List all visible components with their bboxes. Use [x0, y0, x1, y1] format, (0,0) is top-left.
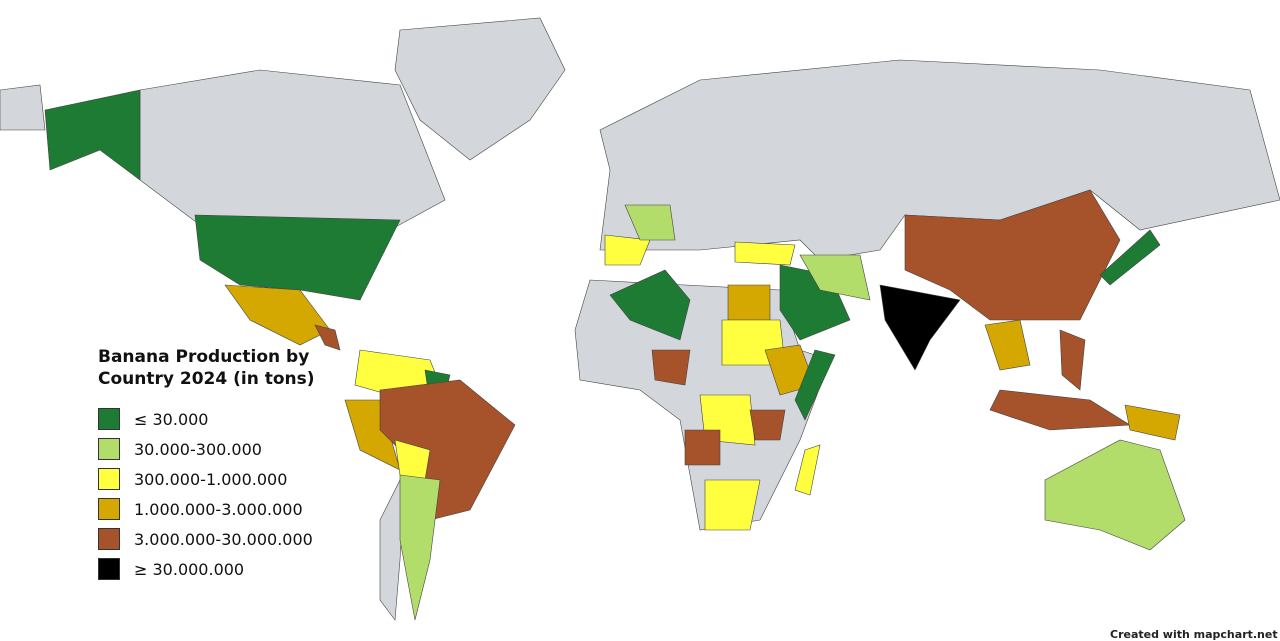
legend-items: ≤ 30.000 30.000-300.000 300.000-1.000.000 1… — [98, 404, 348, 584]
legend-swatch — [98, 498, 120, 520]
country-shapes — [44, 89, 1186, 621]
legend-label: 300.000-1.000.000 — [134, 469, 288, 489]
credit: Created with mapchart.net — [1110, 628, 1278, 641]
legend-swatch — [98, 438, 120, 460]
legend-item: ≤ 30.000 — [98, 404, 348, 434]
legend-item: 1.000.000-3.000.000 — [98, 494, 348, 524]
legend-swatch — [98, 558, 120, 580]
legend: Banana Production by Country 2024 (in to… — [98, 346, 348, 584]
legend-label: ≥ 30.000.000 — [134, 559, 245, 579]
legend-label: 3.000.000-30.000.000 — [134, 529, 313, 549]
legend-label: 30.000-300.000 — [134, 439, 262, 459]
legend-label: 1.000.000-3.000.000 — [134, 499, 303, 519]
legend-label: ≤ 30.000 — [134, 409, 209, 429]
legend-swatch — [98, 408, 120, 430]
legend-swatch — [98, 528, 120, 550]
legend-item: 300.000-1.000.000 — [98, 464, 348, 494]
legend-item: ≥ 30.000.000 — [98, 554, 348, 584]
legend-item: 3.000.000-30.000.000 — [98, 524, 348, 554]
legend-item: 30.000-300.000 — [98, 434, 348, 464]
legend-swatch — [98, 468, 120, 490]
legend-title: Banana Production by Country 2024 (in to… — [98, 347, 315, 389]
